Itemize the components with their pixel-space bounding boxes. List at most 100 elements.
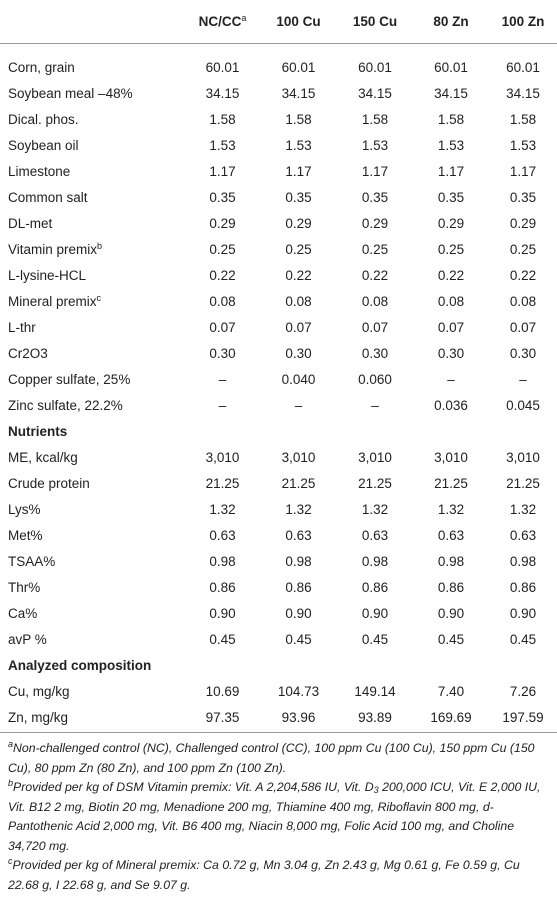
row-label-text: Zn, mg/kg (8, 709, 69, 725)
table-cell: 0.90 (437, 605, 465, 621)
footnote-marker: a (241, 13, 247, 23)
table-cell: 60.01 (281, 59, 316, 75)
table-row: Thr% 0.86 0.86 0.86 0.86 0.86 (0, 574, 557, 600)
row-label: TSAA% (0, 548, 185, 574)
table-cell: 3,010 (506, 449, 540, 465)
table-cell: 0.30 (285, 345, 312, 361)
table-cell: 0.25 (509, 241, 537, 257)
table-cell: 0.08 (285, 293, 312, 309)
table-cell: 0.060 (358, 371, 392, 387)
table-cell: 197.59 (489, 704, 557, 733)
table-cell: 7.26 (509, 683, 537, 699)
table-row: Cr2O3 0.30 0.30 0.30 0.30 0.30 (0, 340, 557, 366)
row-label: Cr2O3 (0, 340, 185, 366)
row-label-text: Vitamin premix (8, 241, 98, 257)
row-label: Common salt (0, 184, 185, 210)
table-cell: 0.30 (361, 345, 389, 361)
table-row: Zinc sulfate, 22.2% – – – 0.036 0.045 (0, 392, 557, 418)
row-label: Vitamin premixb (0, 236, 185, 262)
table-cell: 0.98 (209, 553, 236, 569)
table-cell: 0.98 (437, 553, 465, 569)
row-label-text: Ca% (8, 605, 38, 621)
table-cell: 21.25 (506, 475, 540, 491)
table-cell: 0.45 (509, 631, 537, 647)
table-row: Limestone 1.17 1.17 1.17 1.17 1.17 (0, 158, 557, 184)
table-cell: 3,010 (358, 449, 392, 465)
table-cell: 60.01 (205, 59, 240, 75)
row-label-text: Soybean meal –48% (8, 85, 133, 101)
table-cell: – (218, 371, 227, 387)
table-cell: 93.96 (260, 704, 337, 733)
row-label: Lys% (0, 496, 185, 522)
row-label: L-thr (0, 314, 185, 340)
table-row: Common salt 0.35 0.35 0.35 0.35 0.35 (0, 184, 557, 210)
footnotes: aNon-challenged control (NC), Challenged… (0, 733, 557, 895)
table-cell: 0.86 (209, 579, 236, 595)
table-cell: 1.53 (361, 137, 389, 153)
table-cell: 21.25 (205, 475, 240, 491)
table-body: Corn, grain 60.01 60.01 60.01 60.01 60.01 Soyb… (0, 44, 557, 733)
table-cell: 0.22 (437, 267, 465, 283)
table-cell: 0.45 (209, 631, 236, 647)
row-label: Limestone (0, 158, 185, 184)
row-label: Soybean oil (0, 132, 185, 158)
table-cell: 1.58 (509, 111, 537, 127)
row-label-text: Mineral premix (8, 293, 97, 309)
table-cell: 1.53 (509, 137, 537, 153)
table-cell: 3,010 (434, 449, 468, 465)
table-cell: 1.32 (209, 501, 236, 517)
table-cell: 1.17 (209, 163, 236, 179)
row-label: DL-met (0, 210, 185, 236)
table-cell: 0.35 (285, 189, 312, 205)
column-header-text: 150 Cu (352, 14, 398, 29)
table-cell: 0.22 (209, 267, 236, 283)
table-cell: 1.53 (209, 137, 236, 153)
data-table: NC/CCa 100 Cu 150 Cu 80 Zn 100 Zn Corn, grai… (0, 0, 557, 733)
row-label-text: TSAA% (8, 553, 56, 569)
column-header: 150 Cu (337, 0, 413, 44)
row-label-text: ME, kcal/kg (8, 449, 78, 465)
table-cell: 34.15 (205, 85, 240, 101)
subscript: 3 (373, 785, 379, 795)
table-cell: 0.07 (437, 319, 465, 335)
footnote: aNon-challenged control (NC), Challenged… (8, 739, 549, 778)
table-cell: 1.32 (437, 501, 465, 517)
table-cell: – (447, 371, 455, 387)
table-cell: 0.90 (509, 605, 537, 621)
table-cell: 149.14 (354, 683, 396, 699)
row-label: Copper sulfate, 25% (0, 366, 185, 392)
table-cell: 1.58 (437, 111, 465, 127)
table-row: Cu, mg/kg 10.69 104.73 149.14 7.40 7.26 (0, 678, 557, 704)
table-cell: 1.32 (285, 501, 312, 517)
row-label: Zn, mg/kg (0, 704, 185, 733)
row-label-text: Zinc sulfate, 22.2% (8, 397, 123, 413)
table-cell: 0.29 (361, 215, 389, 231)
table-cell: 60.01 (434, 59, 468, 75)
table-cell: – (218, 397, 227, 413)
row-label-text: Met% (8, 527, 43, 543)
row-label: Dical. phos. (0, 106, 185, 132)
table-cell: – (371, 397, 379, 413)
table-cell: 0.22 (509, 267, 537, 283)
table-cell: 0.29 (285, 215, 312, 231)
row-label-text: avP % (8, 631, 47, 647)
table-cell: 21.25 (434, 475, 468, 491)
table-cell: 0.30 (209, 345, 236, 361)
table-cell: 0.90 (361, 605, 389, 621)
row-label-text: Cr2O3 (8, 345, 48, 361)
row-label-text: L-thr (8, 319, 36, 335)
table-cell: 60.01 (506, 59, 540, 75)
table-cell: 0.98 (509, 553, 537, 569)
footnote-marker: b (8, 778, 14, 788)
row-label-text: Lys% (8, 501, 41, 517)
table-cell: 0.25 (285, 241, 312, 257)
table-cell: 0.30 (509, 345, 537, 361)
table-cell: 34.15 (434, 85, 468, 101)
column-header-text: 80 Zn (433, 14, 469, 29)
table-row: Analyzed composition (0, 652, 557, 678)
table-cell: 1.53 (437, 137, 465, 153)
table-row: DL-met 0.29 0.29 0.29 0.29 0.29 (0, 210, 557, 236)
row-label-text: Thr% (8, 579, 41, 595)
table-cell: 104.73 (277, 683, 320, 699)
table-cell: 0.22 (285, 267, 312, 283)
